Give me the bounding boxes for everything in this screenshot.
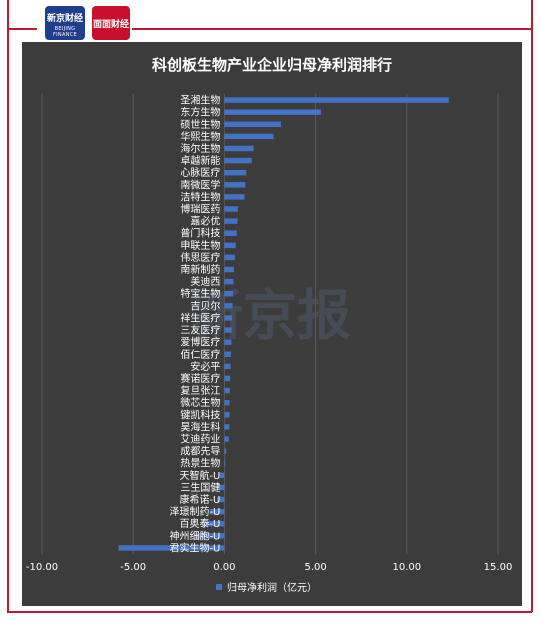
category-label: 海尔生物 (180, 142, 220, 155)
bar (224, 303, 233, 309)
category-label: 卓越新能 (180, 154, 220, 167)
bar (224, 194, 245, 200)
bar (224, 121, 281, 127)
category-label: 南新制药 (180, 263, 220, 276)
bar-chart: 新京报 科创板生物产业企业归母净利润排行 圣湘生物东方生物硕世生物华熙生物海尔生… (26, 56, 512, 594)
bar (224, 278, 234, 285)
bar (224, 182, 246, 188)
category-label: 神州细胞-U (169, 529, 220, 542)
category-label: 热景生物 (180, 457, 220, 470)
category-label: 华熙生物 (180, 130, 220, 143)
category-label: 祥生医疗 (180, 311, 220, 324)
category-labels: 圣湘生物东方生物硕世生物华熙生物海尔生物卓越新能心脉医疗南微医学洁特生物博瑞医药… (169, 94, 220, 555)
frame-top-left (7, 28, 37, 30)
bar (224, 230, 237, 236)
legend-swatch (216, 584, 222, 590)
bar (195, 533, 225, 539)
bars (118, 97, 449, 551)
category-label: 泽璟制药-U (169, 505, 220, 518)
category-label: 成都先导 (180, 446, 220, 458)
bar (224, 218, 238, 224)
x-tick-label: 0.00 (213, 562, 235, 573)
frame-right (531, 0, 533, 612)
bar (118, 545, 225, 551)
category-label: 昊海生科 (180, 420, 220, 433)
logo-beijing-finance: 新京财经 BEIJING FINANCE (45, 6, 85, 40)
bar (224, 460, 226, 466)
category-label: 三友医疗 (180, 324, 220, 337)
bar (202, 521, 225, 527)
bar (224, 339, 232, 345)
chart-title: 科创板生物产业企业归母净利润排行 (152, 56, 392, 74)
bar (224, 363, 231, 370)
bar (224, 97, 449, 103)
bar (218, 484, 225, 491)
bar (224, 315, 233, 321)
category-label: 赛诺医疗 (180, 372, 220, 385)
category-label: 佰仁医疗 (180, 348, 220, 361)
category-label: 心脉医疗 (180, 166, 220, 179)
bar (224, 327, 232, 333)
bar (224, 412, 230, 418)
chart-area: 新京报 科创板生物产业企业归母净利润排行 圣湘生物 东方生物 硕世生物 华熙生物 海尔生… (22, 42, 522, 606)
x-tick-label: 10.00 (392, 562, 421, 573)
category-label: 申联生物 (180, 239, 220, 252)
category-label: 圣湘生物 (180, 94, 220, 107)
bar (219, 472, 225, 479)
bar (224, 291, 234, 297)
x-tick-label: -10.00 (26, 562, 58, 573)
category-label: 天智航-U (179, 469, 220, 482)
category-label: 键凯科技 (180, 408, 220, 421)
bar (224, 436, 229, 442)
watermark: 新京报 (189, 284, 351, 347)
category-label: 安必平 (190, 360, 220, 373)
bar (224, 157, 252, 164)
category-label: 美迪西 (190, 275, 220, 288)
category-label: 南微医学 (180, 178, 220, 191)
category-label: 吉贝尔 (190, 299, 220, 312)
frame-left (7, 0, 9, 612)
bar (224, 254, 235, 261)
category-label: 爱博医疗 (180, 336, 220, 349)
bar (224, 242, 236, 249)
category-label: 特宝生物 (180, 287, 220, 300)
category-label: 嘉必优 (190, 215, 220, 228)
x-tick-label: -5.00 (120, 562, 146, 573)
category-label: 君实生物-U (169, 541, 220, 554)
category-label: 洁特生物 (180, 190, 220, 203)
category-label: 微芯生物 (180, 396, 220, 409)
category-label: 康希诺-U (179, 493, 220, 506)
bar (224, 399, 230, 406)
bar (224, 424, 230, 430)
category-label: 百奥泰-U (179, 517, 220, 530)
x-tick-label: 15.00 (484, 562, 513, 573)
legend-label: 归母净利润（亿元） (227, 581, 317, 594)
category-label: 艾迪药业 (180, 434, 220, 446)
bar (217, 496, 225, 503)
category-label: 三生国健 (180, 481, 220, 494)
bar (224, 145, 254, 152)
x-tick-labels: -10.00 -5.00 0.00 5.00 10.00 15.00 (26, 562, 512, 573)
category-label: 博瑞医药 (180, 203, 220, 216)
bar (224, 109, 322, 115)
category-label: 普门科技 (180, 227, 220, 240)
category-label: 东方生物 (180, 106, 220, 119)
bar (224, 266, 234, 273)
bar (224, 133, 274, 140)
frame-bottom (7, 611, 532, 613)
category-label: 硕世生物 (180, 118, 220, 131)
bar (224, 375, 231, 382)
bar (224, 206, 239, 212)
category-label: 伟思医疗 (180, 251, 220, 264)
x-tick-label: 5.00 (304, 562, 326, 573)
bar (224, 351, 231, 357)
logo-mianmian-finance: 面面财经 (92, 6, 130, 40)
bar (209, 508, 225, 515)
bar (224, 169, 247, 176)
frame-top (132, 28, 532, 30)
bar (224, 448, 227, 454)
bar (224, 387, 230, 394)
category-label: 复旦张江 (180, 384, 220, 397)
legend: 归母净利润（亿元） (216, 581, 317, 594)
